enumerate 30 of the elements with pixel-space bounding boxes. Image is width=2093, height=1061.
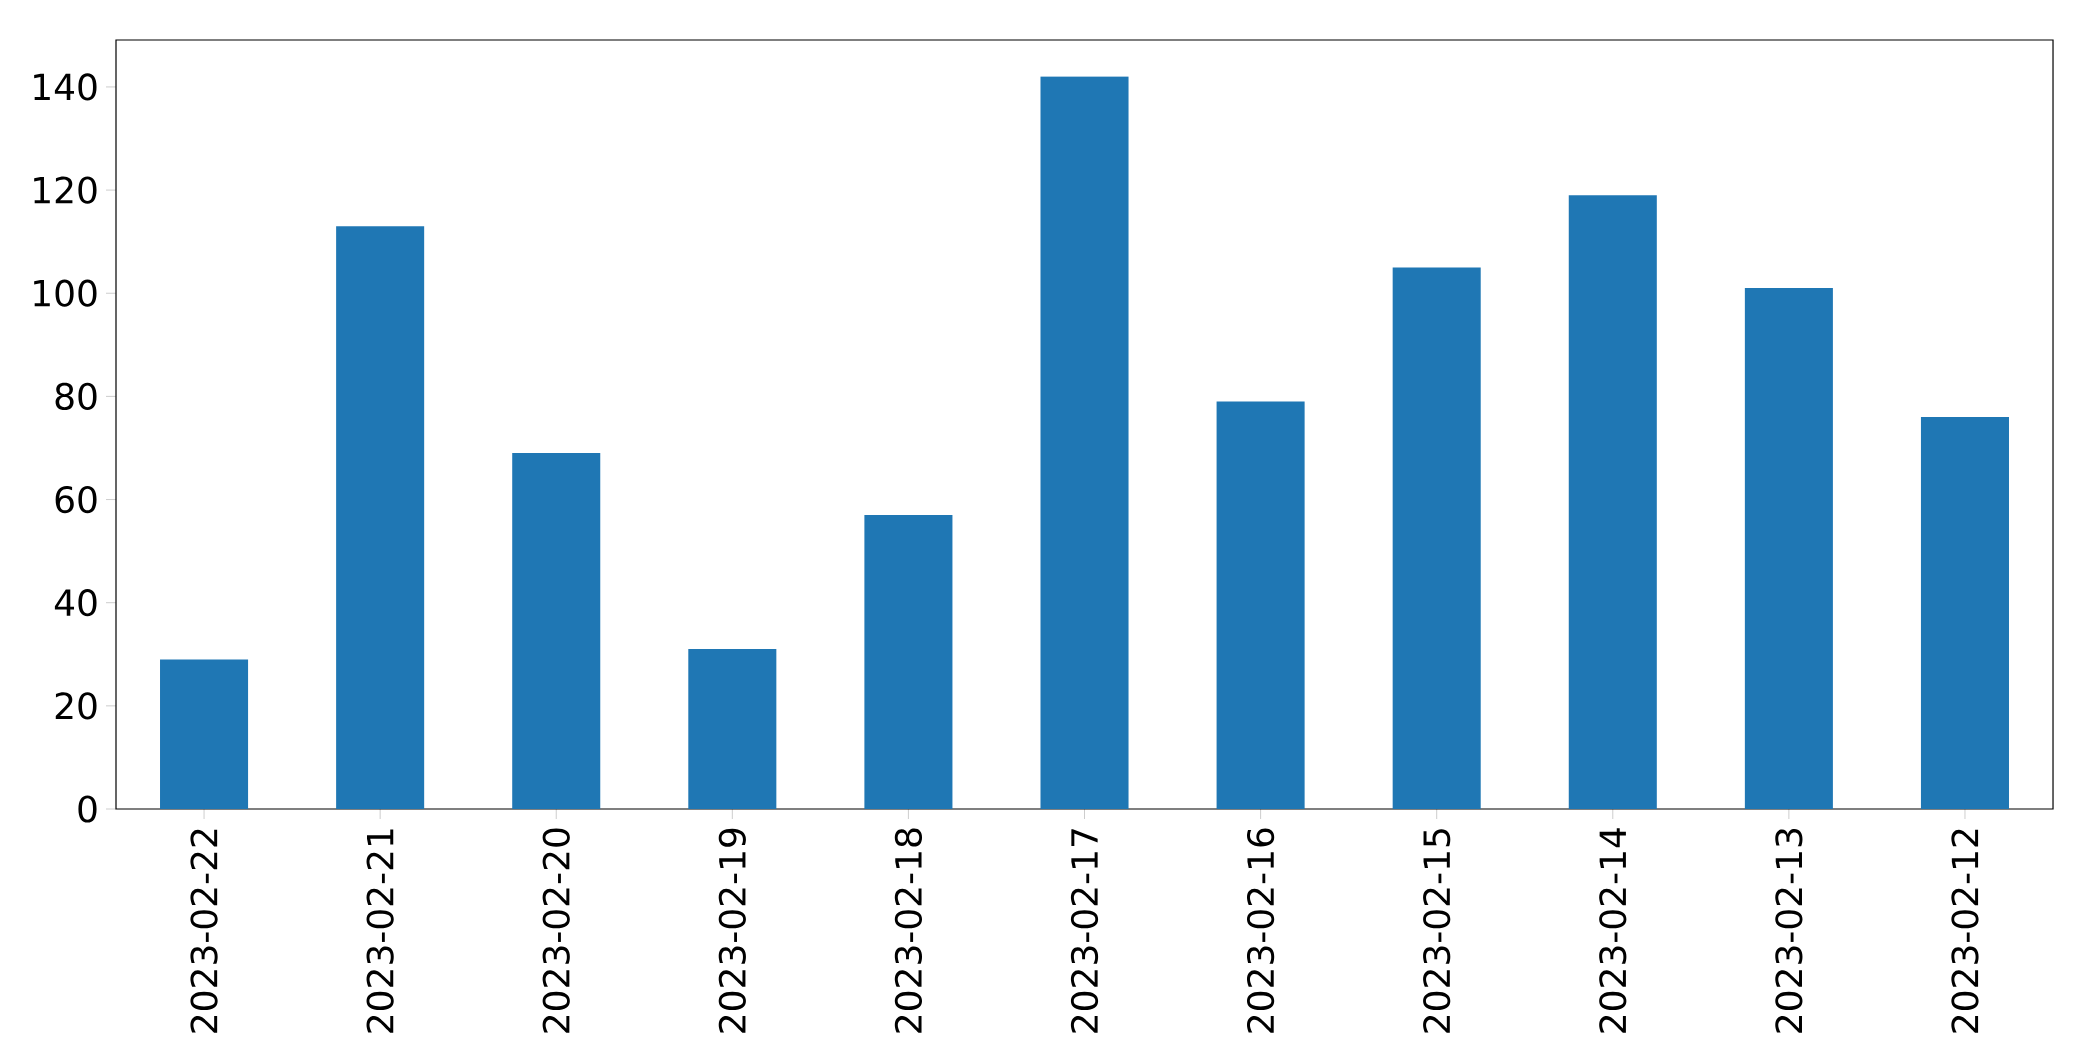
bar [160,659,249,809]
y-tick-label: 100 [34,279,97,307]
y-tick-label: 120 [34,176,97,204]
bar [1216,401,1305,809]
x-tick-label: 2023-02-12 [1951,829,1979,1033]
y-tick-label: 140 [34,73,97,101]
y-tick-label: 20 [55,692,97,720]
y-tick-label: 0 [78,795,97,823]
bar [1744,288,1833,809]
x-tick-label: 2023-02-16 [1246,828,1275,1033]
bar [336,226,425,809]
x-tick-label: 2023-02-17 [1070,829,1099,1033]
bar [688,649,777,809]
bar [512,453,601,809]
x-tick-label: 2023-02-22 [190,829,218,1033]
y-tick-label: 60 [55,485,97,514]
bar [1392,267,1481,809]
x-tick-label: 2023-02-18 [894,828,923,1033]
x-tick-label: 2023-02-15 [1423,829,1451,1033]
y-tick-label: 40 [54,589,97,617]
bar [864,515,953,809]
x-tick-label: 2023-02-19 [718,828,746,1033]
bar [1040,76,1129,809]
bar [1920,417,2009,809]
y-tick-label: 80 [55,382,97,410]
x-tick-label: 2023-02-14 [1599,828,1627,1033]
bar [1568,195,1657,809]
x-tick-label: 2023-02-21 [366,829,394,1033]
x-tick-label: 2023-02-20 [542,828,570,1033]
x-tick-label: 2023-02-13 [1775,829,1803,1033]
